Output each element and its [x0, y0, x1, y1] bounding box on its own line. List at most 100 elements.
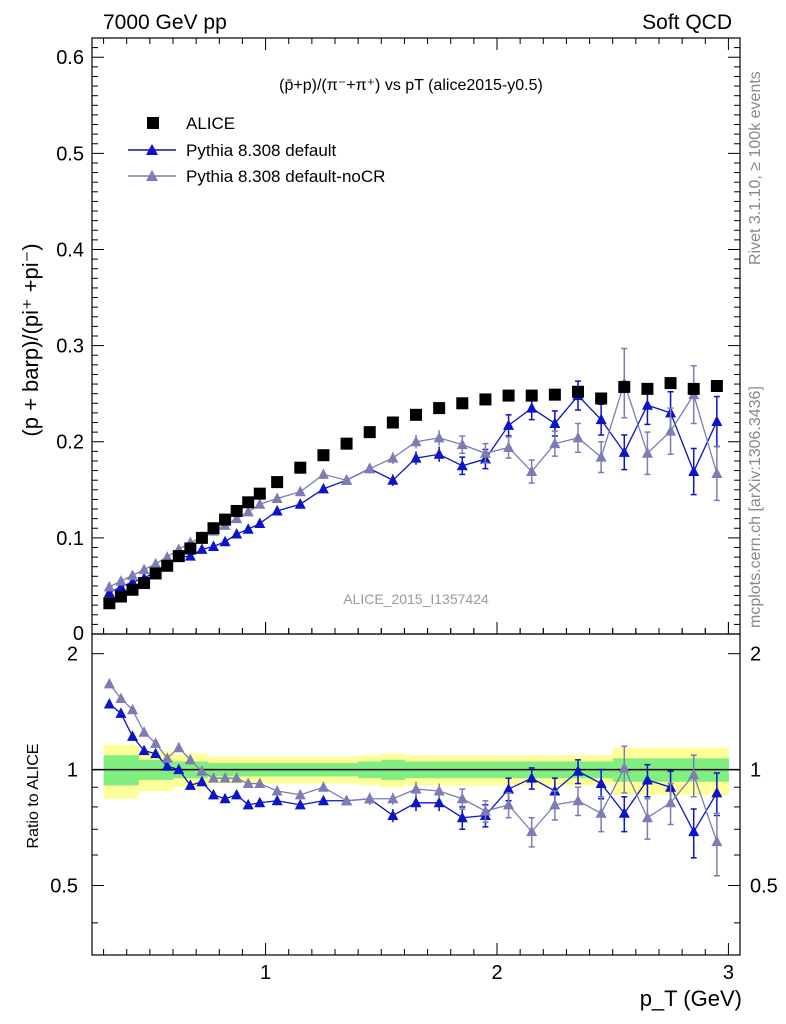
point-alice — [172, 550, 185, 563]
point-alice — [195, 531, 208, 544]
ratio-point-nocr — [150, 737, 162, 748]
ratio-point-nocr — [595, 807, 607, 818]
legend-marker-alice — [147, 117, 159, 129]
point-alice — [363, 426, 376, 439]
point-alice — [242, 496, 255, 509]
x-tick-label: 2 — [491, 962, 502, 984]
legend-label-default: Pythia 8.308 default — [186, 141, 337, 160]
y-tick-label: 0.6 — [56, 47, 84, 69]
point-alice — [641, 382, 654, 395]
y-tick-label: 0.4 — [56, 239, 84, 261]
point-alice — [664, 377, 677, 390]
ratio-point-nocr — [184, 753, 196, 765]
ratio-point-nocr — [665, 796, 677, 808]
point-alice — [710, 379, 723, 392]
point-nocr — [317, 468, 329, 479]
y-tick-label: 0.3 — [56, 336, 84, 358]
point-alice — [219, 513, 232, 526]
point-alice — [386, 416, 399, 429]
header-right: Soft QCD — [642, 11, 732, 34]
point-default — [242, 523, 254, 534]
point-alice — [572, 385, 584, 398]
point-nocr — [103, 580, 115, 592]
ratio-tick-label-left: 2 — [67, 644, 78, 666]
point-default — [196, 543, 208, 554]
ratio-point-nocr — [161, 752, 173, 763]
point-default — [410, 452, 422, 463]
point-alice — [618, 380, 631, 393]
point-alice — [149, 567, 162, 580]
ratio-point-default — [184, 779, 196, 790]
ratio-point-nocr — [219, 772, 231, 783]
y-tick-label: 0.5 — [56, 143, 84, 165]
legend-marker-default — [146, 144, 158, 155]
ratio-tick-label-left: 0.5 — [50, 876, 78, 898]
mcplots-label: mcplots.cern.ch [arXiv:1306.3436] — [747, 386, 764, 628]
point-nocr — [161, 551, 173, 562]
ratio-point-nocr — [618, 761, 630, 773]
point-default — [549, 417, 561, 428]
point-default — [711, 415, 723, 427]
point-alice — [126, 583, 139, 596]
ratio-point-default — [711, 786, 723, 798]
x-axis-title: p_T (GeV) — [640, 986, 742, 1011]
ratio-line-default — [108, 703, 718, 833]
point-default — [231, 528, 243, 539]
ratio-point-nocr — [526, 825, 538, 837]
point-nocr — [271, 492, 283, 503]
point-default — [503, 419, 515, 430]
point-nocr — [665, 425, 677, 436]
point-default — [317, 482, 329, 494]
y-tick-label-zero: 0 — [73, 623, 84, 645]
ratio-point-default — [526, 772, 538, 783]
point-alice — [479, 393, 492, 406]
ratio-point-default — [138, 744, 150, 756]
point-alice — [410, 408, 422, 421]
point-nocr — [595, 451, 607, 462]
ratio-point-default — [115, 707, 127, 718]
ratio-point-default — [127, 730, 138, 741]
legend-label-nocr: Pythia 8.308 default-noCR — [186, 167, 385, 186]
point-default — [456, 459, 468, 471]
ratio-point-default — [271, 794, 283, 806]
point-nocr — [127, 569, 138, 580]
ratio-point-nocr — [242, 777, 254, 789]
point-default — [618, 446, 630, 457]
point-nocr — [549, 437, 561, 449]
ratio-point-default — [173, 763, 185, 775]
ratio-point-default — [641, 773, 653, 785]
ratio-point-nocr — [138, 726, 150, 737]
point-nocr — [410, 435, 422, 447]
point-default — [271, 504, 283, 516]
ratio-point-nocr — [479, 805, 491, 816]
point-nocr — [138, 563, 150, 575]
ratio-line-nocr — [108, 683, 718, 842]
ratio-point-default — [150, 747, 162, 759]
ratio-point-nocr — [549, 798, 561, 810]
ratio-point-default — [161, 760, 173, 771]
point-alice — [317, 449, 330, 462]
point-alice — [253, 487, 266, 500]
ratio-tick-label-right: 0.5 — [750, 876, 778, 898]
point-default — [526, 402, 538, 413]
ratio-point-nocr — [115, 692, 127, 703]
ratio-axis-title: Ratio to ALICE — [25, 744, 42, 849]
x-tick-label: 3 — [723, 962, 734, 984]
legend: ALICE Pythia 8.308 default Pythia 8.308 … — [128, 114, 385, 186]
ratio-point-default — [317, 794, 329, 806]
ratio-point-nocr — [254, 777, 266, 789]
point-alice — [456, 397, 469, 410]
point-nocr — [387, 452, 399, 463]
legend-marker-nocr — [146, 170, 158, 181]
x-tick-label: 1 — [260, 962, 271, 984]
ratio-point-nocr — [410, 783, 422, 794]
ratio-point-nocr — [387, 792, 399, 804]
point-default — [387, 474, 399, 485]
point-nocr — [433, 431, 445, 443]
analysis-label: ALICE_2015_I1357424 — [343, 591, 489, 607]
point-alice — [230, 504, 243, 517]
point-alice — [184, 542, 197, 555]
ratio-frame — [91, 633, 741, 956]
point-nocr — [641, 447, 653, 458]
point-nocr — [503, 441, 515, 453]
